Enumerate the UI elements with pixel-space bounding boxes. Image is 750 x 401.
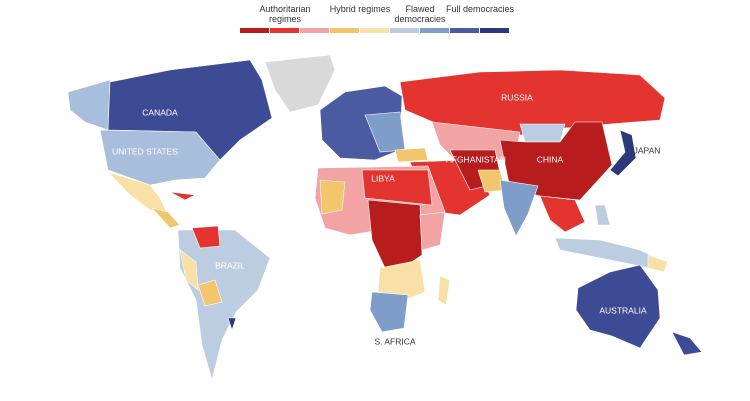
legend-swatch [480,28,509,33]
turkey [394,147,429,163]
alaska [67,79,111,131]
mongolia [519,123,566,143]
country-label: S. AFRICA [374,336,415,346]
cuba [169,191,197,201]
south-america [177,229,271,382]
legend: Authoritarian regimes Hybrid regimes Flawe… [0,0,750,40]
venezuela [191,225,221,249]
country-label: AFGHANISTAN [446,154,506,164]
country-label: JAPAN [634,145,661,155]
uruguay [227,317,237,331]
country-label: RUSSIA [501,92,533,102]
legend-swatch [360,28,389,33]
country-label: BRAZIL [215,260,245,270]
legend-label: Flawed democracies [394,4,446,24]
madagascar [437,275,451,306]
legend-label: Full democracies [445,4,515,14]
legend-swatch [450,28,479,33]
new-zealand [671,331,703,356]
sahel [319,179,346,215]
papua [647,254,669,273]
legend-swatch [420,28,449,33]
bolivia [197,279,223,307]
legend-swatch [390,28,419,33]
central-america [151,207,181,229]
se-asia [539,195,586,233]
legend-swatch [330,28,359,33]
south-africa [369,291,409,333]
japan [609,129,637,177]
peru [179,249,199,291]
central-africa [367,199,423,271]
australia [575,264,661,349]
southern-africa [377,259,426,301]
greenland [264,54,336,113]
country-label: LIBYA [371,173,395,183]
east-africa [419,211,446,251]
legend-swatch [270,28,299,33]
usa [99,129,221,186]
legend-label: Authoritarian regimes [259,4,311,24]
philippines [594,204,611,226]
legend-label: Hybrid regimes [329,4,391,14]
libya-egypt [361,169,433,206]
legend-swatch [240,28,269,33]
country-label: CHINA [537,154,564,164]
country-label: CANADA [142,107,178,117]
country-label: AUSTRALIA [599,305,647,315]
countries [67,54,703,382]
country-label: UNITED STATES [112,146,178,156]
legend-swatch [300,28,329,33]
india [499,179,539,237]
